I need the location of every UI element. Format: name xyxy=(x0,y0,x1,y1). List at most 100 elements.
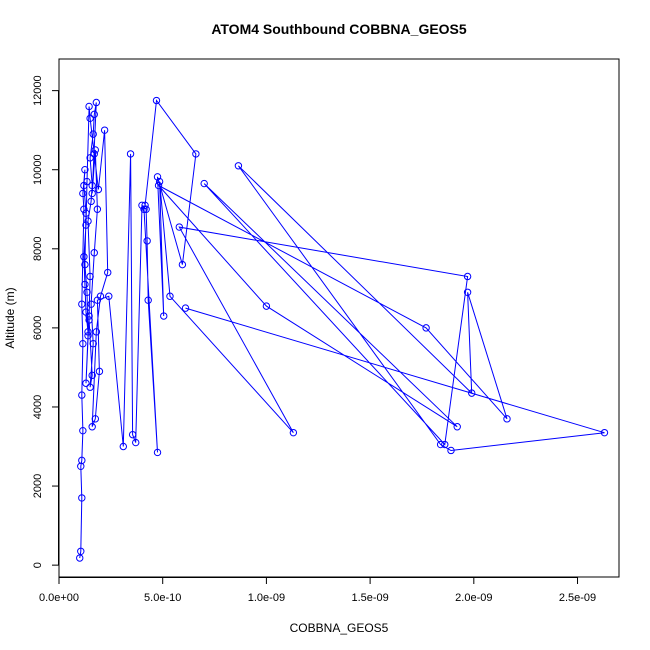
data-point xyxy=(441,440,449,449)
data-point xyxy=(78,456,86,465)
data-point xyxy=(82,308,90,316)
data-point xyxy=(91,146,99,154)
data-point xyxy=(90,249,98,257)
x-axis-label: COBBNA_GEOS5 xyxy=(290,621,389,635)
data-point xyxy=(89,130,97,138)
data-point xyxy=(142,205,150,213)
chart-title: ATOM4 Southbound COBBNA_GEOS5 xyxy=(211,21,467,37)
data-point xyxy=(447,446,455,455)
data-point xyxy=(143,237,151,245)
data-point xyxy=(83,177,91,186)
data-point xyxy=(503,415,511,423)
data-point xyxy=(88,423,96,431)
x-axis: 0.0e+00 5.0e-10 1.0e-09 1.5e-09 2.0e-09 2.5e-… xyxy=(39,577,596,604)
x-tick-label: 1.0e-09 xyxy=(248,592,285,604)
data-point xyxy=(80,253,88,261)
data-point xyxy=(88,371,96,380)
data-point xyxy=(144,296,152,304)
data-point xyxy=(87,197,95,206)
data-point xyxy=(81,260,89,269)
data-point xyxy=(86,272,94,281)
data-point xyxy=(166,292,174,300)
data-point xyxy=(88,181,96,190)
y-tick-label: 4000 xyxy=(32,395,44,419)
x-tick-label: 2.5e-09 xyxy=(559,592,596,604)
data-point xyxy=(181,304,190,312)
data-point xyxy=(153,173,162,181)
data-point xyxy=(132,438,140,447)
data-point xyxy=(463,272,472,281)
data-point xyxy=(234,162,243,170)
x-tick-label: 2.0e-09 xyxy=(455,592,492,604)
y-axis: 0 2000 4000 6000 8000 10000 12000 xyxy=(32,75,59,568)
series-line xyxy=(79,99,605,559)
data-point xyxy=(93,296,102,304)
data-point xyxy=(453,423,461,431)
data-point xyxy=(92,328,101,336)
data-point xyxy=(200,179,208,188)
y-tick-label: 10000 xyxy=(32,154,44,185)
data-point xyxy=(95,367,104,376)
x-tick-label: 5.0e-10 xyxy=(144,592,181,604)
data-point xyxy=(93,205,102,213)
data-point xyxy=(100,126,109,134)
data-point xyxy=(90,110,98,119)
data-point xyxy=(78,391,86,399)
data-point xyxy=(88,189,96,198)
y-axis-label: Altitude (m) xyxy=(3,287,17,348)
y-tick-label: 6000 xyxy=(32,316,44,340)
data-point xyxy=(92,98,101,107)
y-tick-label: 8000 xyxy=(32,237,44,261)
y-tick-label: 2000 xyxy=(32,474,44,498)
data-point xyxy=(91,415,99,423)
data-point xyxy=(89,340,97,348)
data-point xyxy=(81,166,89,174)
data-point xyxy=(155,177,164,186)
data-point xyxy=(82,379,90,387)
data-point xyxy=(84,332,92,340)
data-point xyxy=(84,217,92,225)
data-point xyxy=(422,324,430,332)
data-point xyxy=(79,426,87,435)
data-point xyxy=(81,280,89,289)
data-point xyxy=(463,288,472,296)
data-point xyxy=(178,260,187,269)
data-point xyxy=(138,201,146,210)
data-point xyxy=(153,448,162,457)
x-tick-label: 0.0e+00 xyxy=(39,592,79,604)
data-point xyxy=(85,102,93,111)
data-point xyxy=(152,96,161,105)
data-point xyxy=(160,312,168,320)
data-point xyxy=(140,205,148,213)
data-point xyxy=(77,547,85,555)
x-tick-label: 1.5e-09 xyxy=(351,592,388,604)
data-point xyxy=(79,189,87,198)
data-point xyxy=(600,428,609,437)
data-point xyxy=(262,302,271,310)
data-point xyxy=(175,223,183,231)
data-point xyxy=(80,205,88,213)
data-point xyxy=(289,428,298,437)
data-point xyxy=(78,300,86,308)
data-point xyxy=(119,442,127,451)
data-point xyxy=(87,300,95,308)
data-point xyxy=(82,221,90,229)
data-point xyxy=(82,209,90,217)
data-point xyxy=(154,181,163,190)
data-point xyxy=(84,328,92,336)
data-point xyxy=(192,150,200,158)
data-point xyxy=(86,114,94,123)
data-point xyxy=(126,150,135,158)
data-point xyxy=(86,154,94,162)
data-point xyxy=(94,185,103,194)
data-point xyxy=(128,430,137,439)
data-point xyxy=(468,389,476,397)
data-point xyxy=(104,268,112,277)
y-tick-label: 0 xyxy=(32,562,44,568)
data-point xyxy=(86,383,94,391)
data-point xyxy=(83,288,91,296)
data-point xyxy=(105,292,113,300)
data-point xyxy=(141,201,149,210)
